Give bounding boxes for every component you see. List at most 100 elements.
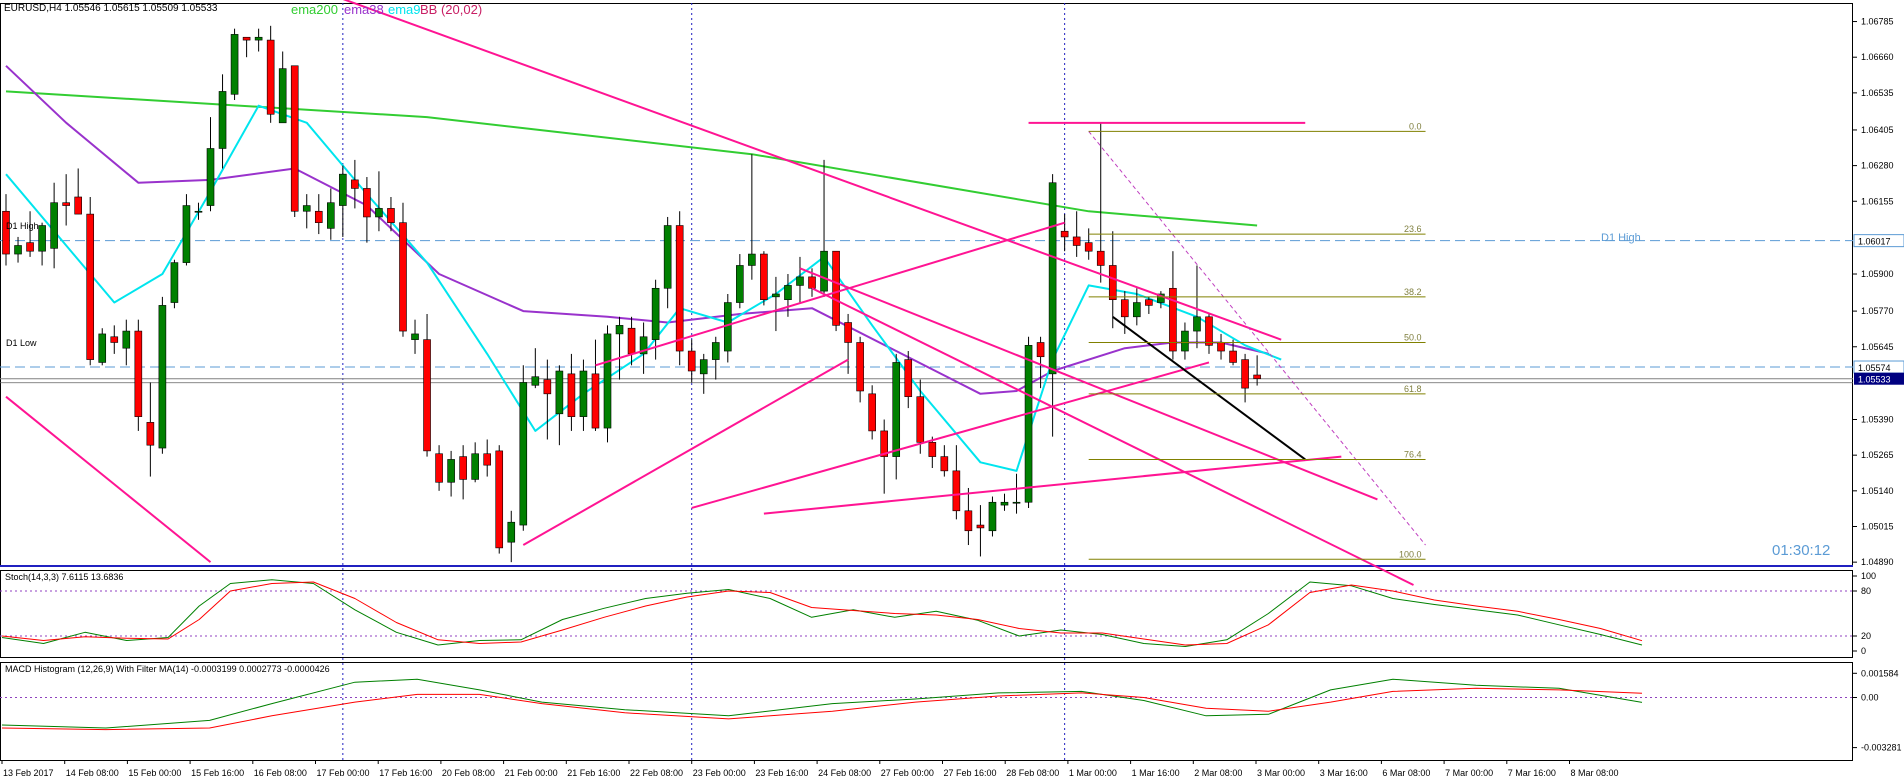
time-tick-label: 17 Feb 00:00: [317, 768, 370, 778]
bear-candle: [387, 208, 395, 223]
bull-candle: [519, 382, 528, 526]
bull-candle: [736, 265, 744, 303]
bear-candle: [266, 39, 275, 115]
bull-candle: [339, 173, 347, 206]
bear-candle: [363, 188, 371, 218]
level-price-tag-label: 1.06017: [1858, 237, 1891, 247]
time-tick-label: 22 Feb 08:00: [630, 768, 683, 778]
bull-candle: [796, 276, 804, 286]
bull-candle: [1012, 501, 1021, 504]
trendline: [811, 287, 1414, 586]
bull-candle: [1133, 302, 1141, 318]
bear-candle: [435, 453, 443, 483]
bear-candle: [856, 342, 864, 392]
dashed-trendline: [1088, 131, 1426, 546]
oscillators-layer: [0, 579, 1853, 731]
bear-candle: [952, 470, 961, 512]
bull-candle: [302, 205, 311, 212]
time-tick-label: 21 Feb 16:00: [567, 768, 620, 778]
bull-candle: [218, 91, 227, 149]
bull-candle: [327, 202, 335, 229]
bear-candle: [627, 327, 636, 355]
fib-level-label: 100.0: [1399, 549, 1422, 559]
macd-main-line: [1, 678, 1643, 729]
fib-level-label: 76.4: [1404, 449, 1422, 459]
stoch-tick-label: 0: [1861, 646, 1866, 656]
bear-candle: [832, 250, 840, 326]
time-tick-label: 7 Mar 16:00: [1508, 768, 1556, 778]
bear-candle: [399, 222, 407, 332]
fib-level-label: 38.2: [1404, 287, 1422, 297]
bid-price-tag: [1854, 372, 1904, 385]
time-tick-label: 16 Feb 08:00: [254, 768, 307, 778]
d1-low-left-label: D1 Low: [6, 338, 37, 348]
time-tick-label: 3 Mar 16:00: [1320, 768, 1368, 778]
bull-candle: [447, 459, 455, 483]
bid-price-tag-label: 1.05533: [1858, 375, 1891, 385]
bear-candle: [808, 276, 816, 289]
stoch-main-line: [1, 579, 1643, 647]
time-tick-label: 6 Mar 08:00: [1382, 768, 1430, 778]
bear-candle: [26, 242, 34, 252]
bear-candle: [62, 202, 70, 206]
price-tick-label: 1.06535: [1861, 88, 1894, 98]
bull-candle: [182, 205, 191, 263]
fib-level-label: 23.6: [1404, 224, 1422, 234]
bull-candle: [603, 333, 612, 429]
level-price-tag-label: 1.05574: [1858, 363, 1891, 373]
price-tick-label: 1.06785: [1861, 17, 1894, 27]
chart-header: EURUSD,H4 1.05546 1.05615 1.05509 1.0553…: [4, 2, 482, 17]
time-tick-label: 15 Feb 16:00: [191, 768, 244, 778]
bull-candle: [375, 208, 383, 218]
price-tick-label: 1.06155: [1861, 196, 1894, 206]
bear-candle: [567, 373, 576, 417]
fib-level-label: 50.0: [1404, 332, 1422, 342]
bull-candle: [278, 68, 287, 124]
bear-candle: [483, 453, 492, 466]
bull-candle: [194, 210, 203, 213]
bull-candle: [639, 336, 648, 355]
bear-candle: [1217, 342, 1225, 352]
bull-candle: [170, 262, 179, 303]
bear-candle: [110, 336, 119, 343]
bull-candle: [699, 359, 708, 375]
time-tick-label: 23 Feb 16:00: [755, 768, 808, 778]
bear-candle: [916, 396, 925, 443]
bear-candle: [868, 393, 876, 432]
trendline: [763, 455, 1342, 515]
bear-candle: [1060, 230, 1069, 238]
time-tick-label: 2 Mar 08:00: [1194, 768, 1242, 778]
trendline: [342, 0, 1282, 341]
bear-candle: [1084, 242, 1093, 252]
stoch-tick-label: 100: [1861, 571, 1876, 581]
bull-candle: [784, 285, 792, 300]
price-tick-label: 1.05140: [1861, 486, 1894, 496]
bear-candle: [1145, 299, 1153, 306]
time-tick-label: 28 Feb 08:00: [1006, 768, 1059, 778]
bear-candle: [423, 339, 431, 452]
legend-ema9: ema9: [388, 2, 421, 17]
macd-signal-line: [1, 687, 1643, 731]
time-tick-label: 15 Feb 00:00: [128, 768, 181, 778]
stoch-title: Stoch(14,3,3) 7.6115 13.6836: [5, 572, 123, 582]
bull-candle: [254, 36, 263, 41]
bear-candle: [242, 36, 251, 41]
trendline: [799, 267, 1378, 501]
axes-layer: 1.06785 1.06660 1.06535 1.06405 1.06280 1.061…: [1, 17, 1904, 778]
price-tick-label: 1.05770: [1861, 306, 1894, 316]
bull-candle: [1024, 345, 1033, 503]
legend-ema200: ema200: [291, 2, 338, 17]
bull-candle: [38, 225, 46, 252]
bear-candle: [964, 510, 973, 532]
bull-candle: [1181, 330, 1189, 352]
stoch-pane-border: [0, 570, 1853, 658]
time-tick-label: 20 Feb 08:00: [442, 768, 495, 778]
bear-candle: [146, 422, 155, 446]
background-layer: [0, 3, 1853, 761]
bull-candle: [230, 34, 239, 95]
trendline: [522, 358, 849, 546]
time-tick-label: 13 Feb 2017: [3, 768, 54, 778]
time-tick-label: 8 Mar 08:00: [1571, 768, 1619, 778]
bear-candle: [904, 359, 913, 397]
